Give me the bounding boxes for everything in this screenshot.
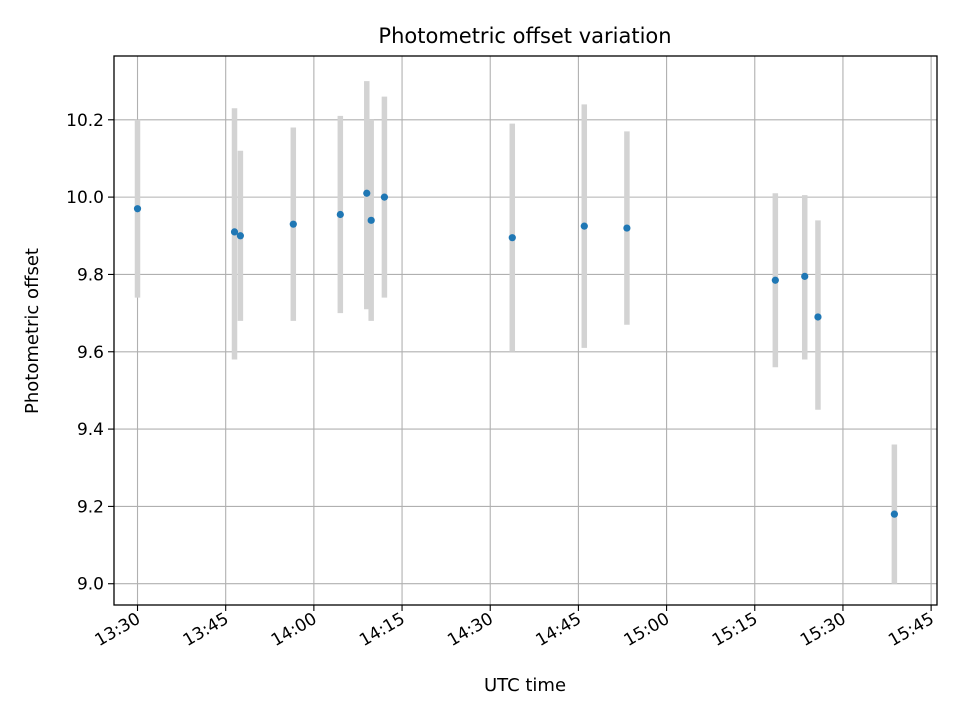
y-tick-label: 9.4	[77, 420, 104, 440]
data-point	[814, 313, 822, 321]
data-point	[580, 222, 588, 230]
y-tick-label: 9.8	[77, 265, 104, 285]
chart-title: Photometric offset variation	[378, 24, 671, 48]
data-point	[890, 510, 898, 518]
grid	[114, 56, 937, 605]
data-point	[289, 220, 297, 228]
data-point	[623, 224, 631, 232]
data-point	[230, 228, 239, 236]
x-axis-label: UTC time	[484, 675, 566, 696]
data-point	[367, 216, 375, 224]
y-tick-label: 10.2	[66, 111, 104, 131]
data-point	[133, 205, 142, 213]
data-point	[236, 232, 244, 240]
data-point	[336, 210, 344, 219]
y-tick-label: 9.2	[77, 497, 104, 517]
plot-frame	[113, 55, 938, 606]
data-point	[508, 234, 516, 242]
data-point	[363, 189, 371, 197]
data-point	[771, 276, 779, 284]
y-axis-label: Photometric offset	[22, 248, 43, 414]
data-point	[801, 272, 809, 280]
y-tick-label: 10.0	[66, 188, 104, 208]
data-point	[380, 193, 389, 201]
y-tick-label: 9.0	[77, 575, 104, 595]
data-points	[133, 189, 898, 518]
y-tick-label: 9.6	[77, 343, 104, 363]
y-axis-ticks: 9.0 9.2 9.4 9.6 9.8 10.0 10.2	[66, 111, 114, 595]
